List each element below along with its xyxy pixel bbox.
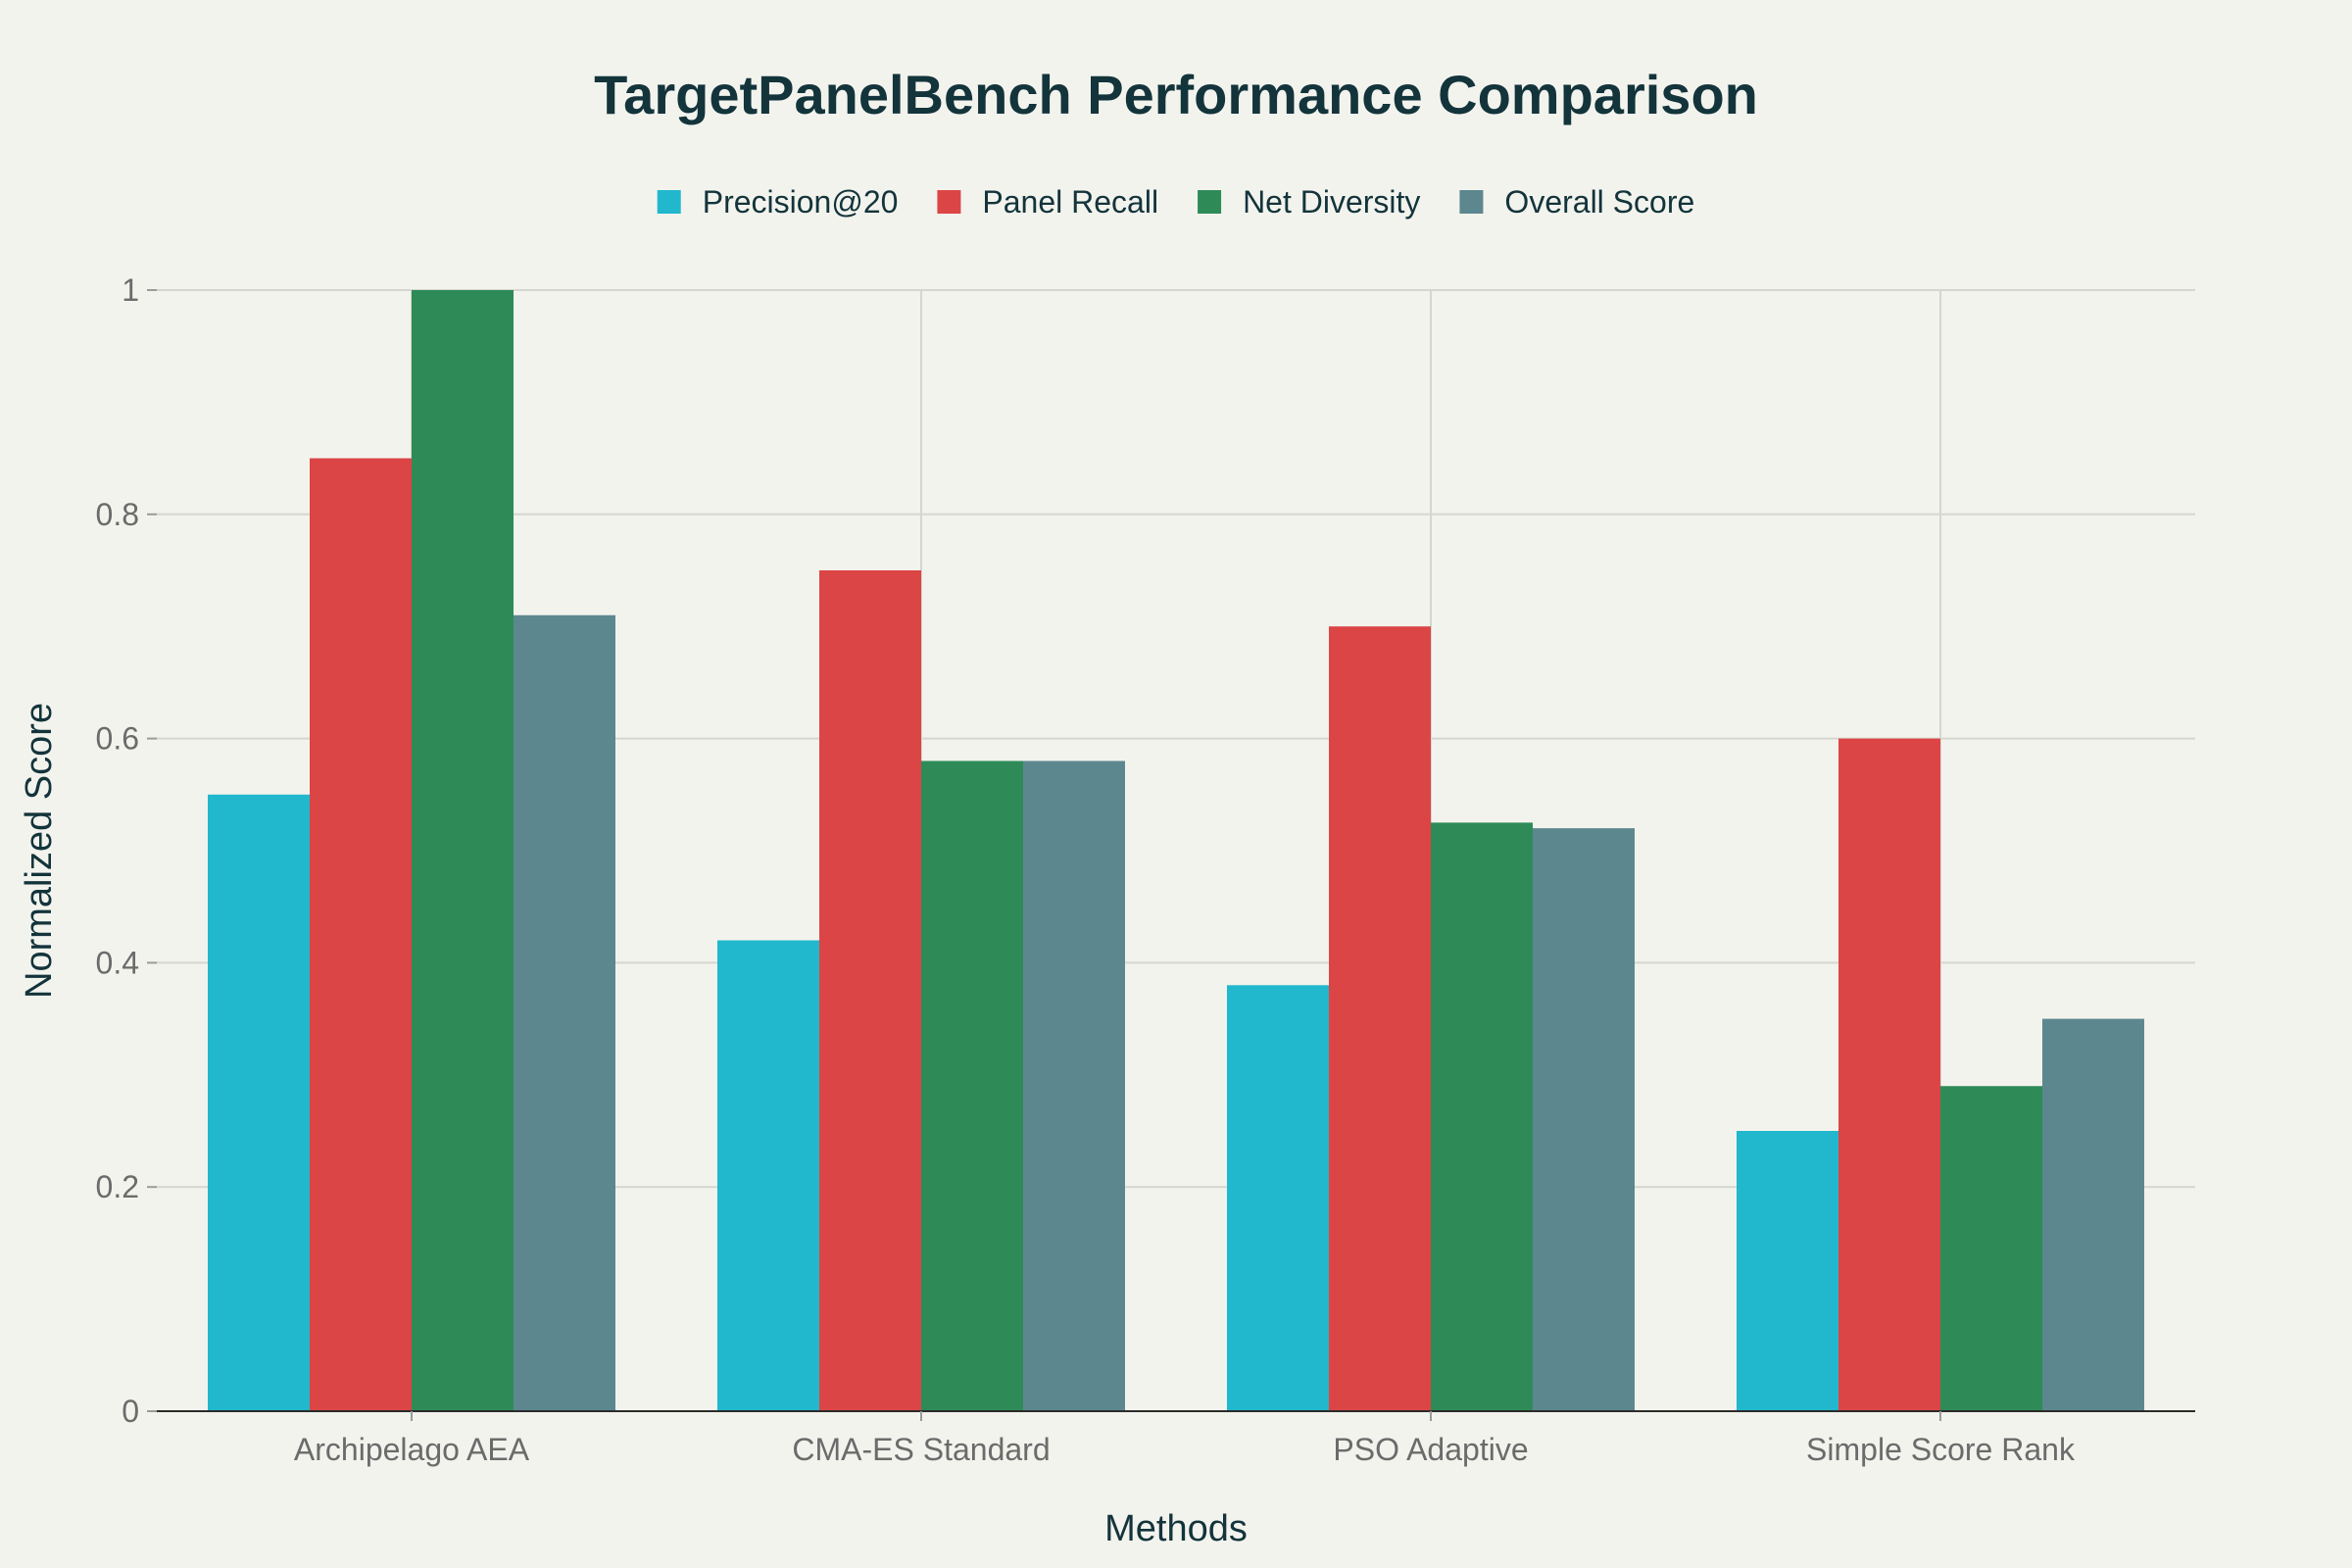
legend-item-precision-20[interactable]: Precision@20 [657,184,899,220]
x-tick-labels: Archipelago AEA CMA-ES Standard PSO Adapti… [294,1411,2076,1467]
legend-item-net-diversity[interactable]: Net Diversity [1198,184,1420,220]
y-tick-label: 0.4 [96,945,139,980]
legend-label: Net Diversity [1243,184,1420,220]
y-axis-title: Normalized Score [19,703,60,999]
y-tick-label: 0.6 [96,721,139,757]
bars [208,290,2144,1412]
y-tick-label: 0 [122,1394,139,1429]
legend-label: Panel Recall [982,184,1158,220]
bar-panel-recall-1 [819,570,921,1411]
bar-overall-score-3 [2042,1018,2144,1411]
legend-swatch [1198,190,1222,214]
legend-item-panel-recall[interactable]: Panel Recall [937,184,1158,220]
x-tick-label: PSO Adaptive [1333,1432,1528,1467]
x-tick-label: Simple Score Rank [1806,1432,2076,1467]
y-tick-label: 0.8 [96,497,139,532]
bar-panel-recall-3 [1838,738,1940,1411]
bar-net-diversity-0 [412,290,514,1411]
x-tick-label: CMA-ES Standard [792,1432,1050,1467]
bar-panel-recall-2 [1329,626,1431,1411]
bar-precision-20-2 [1227,985,1329,1411]
y-tick-label: 0.2 [96,1169,139,1204]
y-tick-label: 1 [122,272,139,308]
bar-precision-20-3 [1737,1131,1838,1411]
bar-net-diversity-2 [1431,822,1533,1411]
bar-precision-20-0 [208,794,310,1411]
bar-overall-score-2 [1533,828,1635,1411]
bar-net-diversity-1 [921,760,1023,1411]
x-axis-title: Methods [1104,1508,1248,1549]
bar-net-diversity-3 [1940,1086,2042,1411]
legend: Precision@20 Panel Recall Net Diversity Ove… [657,184,1694,220]
legend-swatch [937,190,961,214]
legend-swatch [657,190,681,214]
legend-label: Overall Score [1504,184,1694,220]
bar-precision-20-1 [717,940,819,1411]
y-tick-labels: 0 0.2 0.4 0.6 0.8 1 [96,272,157,1429]
x-tick-label: Archipelago AEA [294,1432,530,1467]
legend-item-overall-score[interactable]: Overall Score [1459,184,1694,220]
legend-label: Precision@20 [703,184,899,220]
chart-title: TargetPanelBench Performance Comparison [594,64,1758,125]
bar-overall-score-0 [514,614,615,1411]
legend-swatch [1459,190,1484,214]
bar-overall-score-1 [1023,760,1125,1411]
bar-panel-recall-0 [310,458,412,1412]
